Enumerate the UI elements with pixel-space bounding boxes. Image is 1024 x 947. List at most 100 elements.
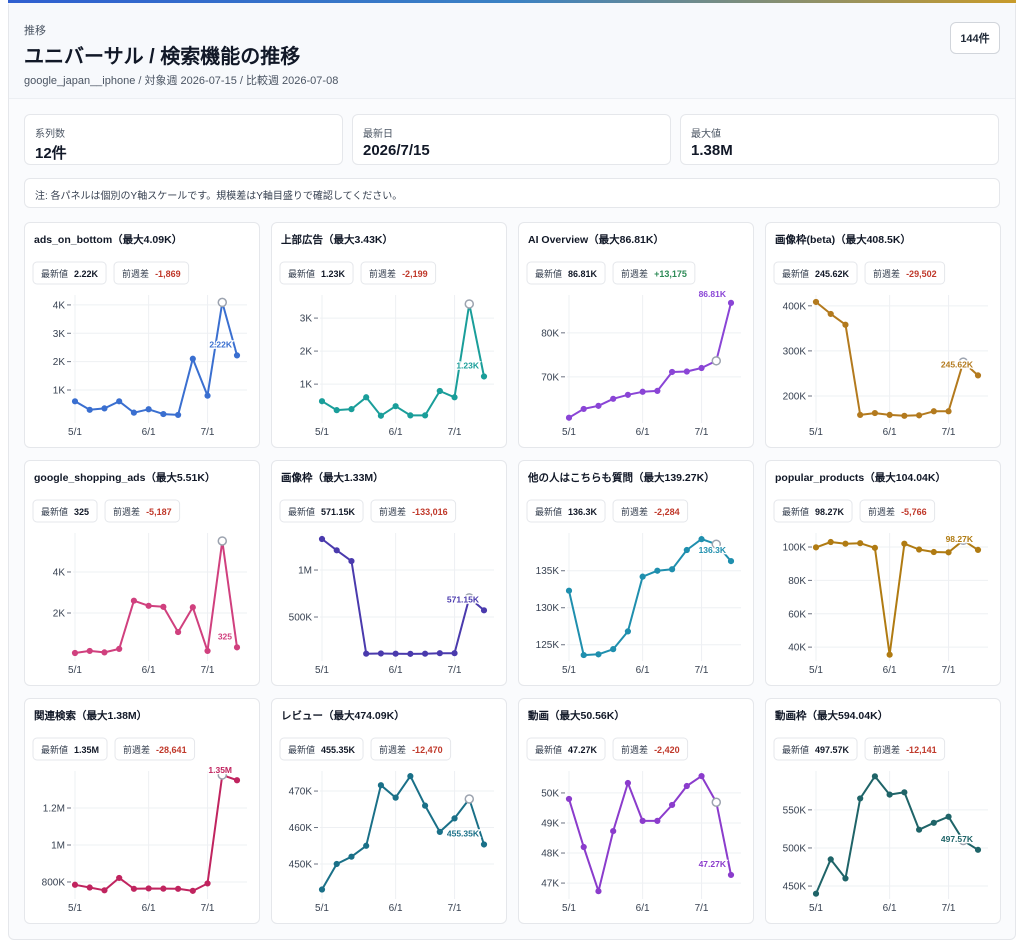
compare-point — [711, 356, 722, 366]
x-tick-label: 7/1 — [201, 903, 215, 914]
chart-panel: 上部広告（最大3.43K） 最新値 1.23K 前週差 -2,199 1K 2K 3K 5/1 6… — [271, 222, 507, 448]
badge-label: 最新値 — [782, 506, 809, 517]
eyebrow: 推移 — [24, 25, 46, 37]
point — [915, 826, 923, 833]
point — [189, 355, 196, 362]
point — [377, 650, 385, 657]
y-tick-label: 47K — [541, 879, 559, 890]
accent-bar — [8, 0, 1016, 3]
subtitle: google_japan__iphone / 対象週 2026-07-15 / … — [24, 75, 339, 87]
badge-label: 最新値 — [782, 744, 809, 755]
line — [74, 774, 238, 892]
badge-label: 前週差 — [379, 744, 406, 755]
x-tick-label: 5/1 — [68, 903, 82, 914]
x-tick-label: 7/1 — [448, 903, 462, 914]
stat-value: 2026/7/15 — [363, 142, 430, 159]
x-tick-label: 5/1 — [562, 903, 576, 914]
point — [827, 538, 834, 546]
badge-value: 136.3K — [568, 507, 598, 517]
value-label: 1.35M — [208, 765, 232, 775]
badge — [612, 499, 689, 523]
y-tick-label: 1M — [298, 566, 312, 577]
point — [407, 650, 414, 657]
badge-value: -2,199 — [402, 269, 428, 279]
point — [233, 352, 241, 359]
line — [568, 775, 732, 893]
point — [145, 885, 152, 892]
chart-panel: 他の人はこちらも質問（最大139.27K） 最新値 136.3K 前週差 -2,284 1… — [518, 460, 754, 686]
point — [116, 398, 123, 405]
badge-label: 最新値 — [782, 268, 809, 279]
badge-label: 最新値 — [41, 268, 68, 279]
y-tick-label: 470K — [289, 787, 313, 798]
badge-value: 47.27K — [568, 745, 598, 755]
point — [318, 886, 326, 893]
y-tick-label: 50K — [541, 788, 559, 799]
point — [174, 885, 182, 892]
badge-value: -2,284 — [654, 507, 680, 517]
point — [727, 299, 735, 306]
chart-panel: レビュー（最大474.09K） 最新値 455.35K 前週差 -12,470 450K 4… — [271, 698, 507, 924]
stat-value: 1.38M — [691, 142, 733, 159]
compare-point — [217, 536, 228, 546]
y-tick-label: 460K — [289, 823, 313, 834]
y-tick-label: 125K — [536, 640, 560, 651]
badge — [526, 737, 606, 761]
panel-title: 動画枠（最大594.04K） — [775, 709, 888, 722]
x-tick-label: 6/1 — [883, 665, 897, 676]
point — [871, 773, 879, 780]
value-label: 98.27K — [946, 534, 974, 544]
chart-panel: ads_on_bottom（最大4.09K） 最新値 2.22K 前週差 -1,869 1… — [24, 222, 260, 448]
point — [683, 782, 690, 790]
point — [930, 819, 937, 826]
point — [857, 795, 864, 802]
point — [145, 602, 152, 609]
point — [116, 874, 123, 882]
point — [930, 408, 937, 415]
y-tick-label: 3K — [300, 314, 313, 325]
badge — [279, 737, 364, 761]
point — [407, 412, 414, 419]
stat-value: 12件 — [35, 145, 67, 162]
point — [812, 298, 820, 306]
point — [480, 607, 488, 614]
point — [812, 890, 820, 897]
point — [945, 408, 952, 415]
y-tick-label: 49K — [541, 818, 559, 829]
y-tick-label: 1K — [300, 380, 313, 391]
point — [639, 388, 646, 395]
chart-panel: google_shopping_ads（最大5.51K） 最新値 325 前週差 -5,… — [24, 460, 260, 686]
point — [451, 815, 458, 822]
badge-label: 最新値 — [535, 268, 562, 279]
y-tick-label: 60K — [788, 609, 806, 620]
chart-panel: 関連検索（最大1.38M） 最新値 1.35M 前週差 -28,641 800K 1M 1.2… — [24, 698, 260, 924]
point — [233, 777, 241, 784]
point — [130, 409, 138, 416]
badge-label: 最新値 — [288, 744, 315, 755]
badge-label: 前週差 — [621, 268, 648, 279]
point — [189, 887, 196, 894]
count-button[interactable]: 144件 — [950, 22, 1000, 54]
badge-label: 前週差 — [868, 506, 895, 517]
x-tick-label: 7/1 — [695, 903, 709, 914]
point — [915, 412, 923, 419]
point — [363, 842, 370, 849]
x-tick-label: 7/1 — [695, 665, 709, 676]
value-label: 245.62K — [941, 359, 974, 369]
point — [86, 406, 93, 413]
point — [565, 414, 573, 421]
point — [727, 871, 735, 879]
point — [595, 402, 602, 409]
panel-title: google_shopping_ads（最大5.51K） — [34, 471, 215, 484]
badge-value: 1.35M — [74, 745, 99, 755]
value-label: 136.3K — [699, 545, 727, 555]
badge-label: 最新値 — [535, 744, 562, 755]
x-tick-label: 5/1 — [809, 427, 823, 438]
badge-label: 前週差 — [379, 506, 406, 517]
compare-point — [464, 593, 475, 603]
point — [580, 405, 587, 413]
point — [842, 321, 849, 328]
badge-label: 最新値 — [288, 268, 315, 279]
point — [886, 651, 893, 658]
point — [698, 364, 705, 372]
